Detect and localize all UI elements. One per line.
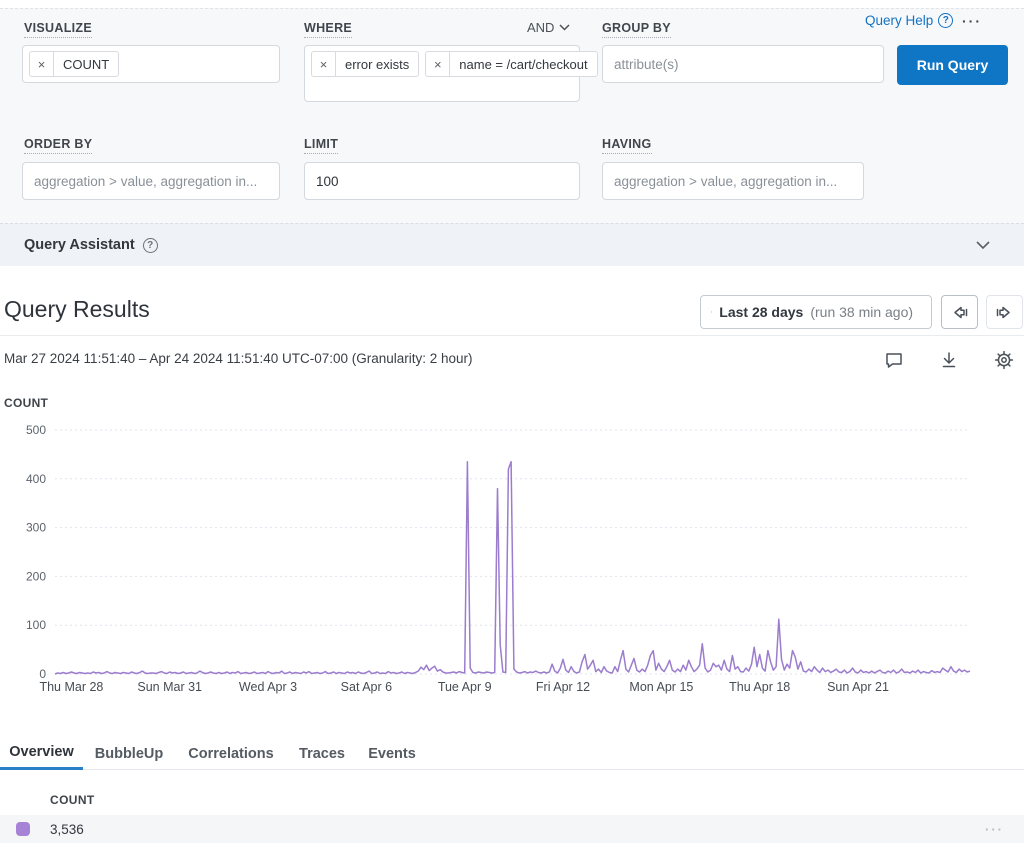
arrow-right-icon [996,306,1010,318]
gear-icon [994,350,1014,370]
help-icon: ? [938,13,954,28]
time-range-suffix: (run 38 min ago) [810,304,914,320]
where-pill: × name = /cart/checkout [425,51,598,77]
svg-text:0: 0 [39,667,46,681]
download-icon [942,352,956,368]
where-join-dropdown[interactable]: AND [527,20,570,35]
svg-text:Sun Apr 21: Sun Apr 21 [827,680,889,694]
comment-button[interactable] [883,348,907,372]
svg-text:Sat Apr 6: Sat Apr 6 [341,680,392,694]
run-query-button[interactable]: Run Query [897,45,1008,85]
visualize-field[interactable]: × COUNT [22,45,280,83]
tab-traces[interactable]: Traces [299,745,345,762]
chevron-down-icon [920,311,921,313]
svg-text:400: 400 [26,472,46,486]
time-range-dropdown[interactable]: Last 28 days (run 38 min ago) [700,295,932,329]
where-pill-label[interactable]: name = /cart/checkout [459,56,588,72]
where-field[interactable]: × error exists × name = /cart/checkout [304,45,598,102]
chart-metric-label: COUNT [4,396,49,410]
query-help-link[interactable]: Query Help ? [865,13,954,28]
download-button[interactable] [938,348,962,372]
svg-text:Tue Apr 9: Tue Apr 9 [438,680,492,694]
chevron-down-icon[interactable] [976,240,990,250]
remove-icon[interactable]: × [30,52,54,76]
visualize-pill-label[interactable]: COUNT [63,56,110,72]
limit-input[interactable] [304,162,580,200]
limit-label: LIMIT [304,137,339,154]
where-pill: × error exists [311,51,420,77]
help-icon: ? [142,237,158,253]
query-date-range: Mar 27 2024 11:51:40 – Apr 24 2024 11:51… [4,351,473,366]
results-tabs: Overview BubbleUp Correlations Traces Ev… [0,737,1024,770]
tab-correlations[interactable]: Correlations [188,745,274,762]
tab-bubbleup[interactable]: BubbleUp [94,745,164,762]
settings-button[interactable] [993,348,1017,372]
table-row[interactable]: 3,536 ··· [0,815,1024,843]
page-title: Query Results [4,296,150,322]
order-by-label: ORDER BY [24,137,93,154]
more-options-icon[interactable]: ··· [962,13,982,29]
svg-text:500: 500 [26,423,46,437]
having-label: HAVING [602,137,652,154]
remove-icon[interactable]: × [312,52,336,76]
query-help-label: Query Help [865,13,934,28]
svg-text:Mon Apr 15: Mon Apr 15 [629,680,693,694]
svg-text:Thu Mar 28: Thu Mar 28 [39,680,103,694]
series-swatch [16,822,30,836]
svg-text:100: 100 [26,618,46,632]
group-by-label: GROUP BY [602,21,671,38]
order-by-input[interactable] [22,162,280,200]
time-range-label: Last 28 days [719,304,804,320]
previous-query-button[interactable] [941,295,978,329]
chevron-down-icon [559,24,570,31]
svg-text:300: 300 [26,521,46,535]
remove-icon[interactable]: × [426,52,451,76]
clock-icon [711,311,713,313]
query-assistant-bar[interactable]: Query Assistant ? [0,223,1024,266]
svg-text:Sun Mar 31: Sun Mar 31 [137,680,202,694]
row-more-options-icon[interactable]: ··· [985,821,1004,837]
where-join-label: AND [527,20,555,35]
table-cell-count: 3,536 [50,821,84,837]
svg-text:Thu Apr 18: Thu Apr 18 [729,680,790,694]
arrow-left-icon [954,306,968,318]
visualize-pill: × COUNT [29,51,120,77]
where-pill-label[interactable]: error exists [345,56,410,72]
svg-text:Fri Apr 12: Fri Apr 12 [536,680,590,694]
tab-overview[interactable]: Overview [0,737,83,770]
svg-text:200: 200 [26,569,46,583]
svg-text:Wed Apr 3: Wed Apr 3 [239,680,297,694]
query-builder-panel: VISUALIZE × COUNT WHERE AND × error exis… [0,8,1024,223]
where-label: WHERE [304,21,353,38]
group-by-input[interactable] [602,45,884,83]
query-assistant-title: Query Assistant [24,237,135,253]
table-column-header: COUNT [50,793,95,807]
divider [0,335,1024,336]
having-input[interactable] [602,162,864,200]
tab-events[interactable]: Events [368,745,416,762]
next-query-button[interactable] [986,295,1023,329]
results-chart[interactable]: 0 100 200 300 400 500 Thu Mar 28 Sun Mar 31 Wed … [0,415,1024,707]
comment-icon [886,353,902,368]
visualize-label: VISUALIZE [24,21,92,38]
